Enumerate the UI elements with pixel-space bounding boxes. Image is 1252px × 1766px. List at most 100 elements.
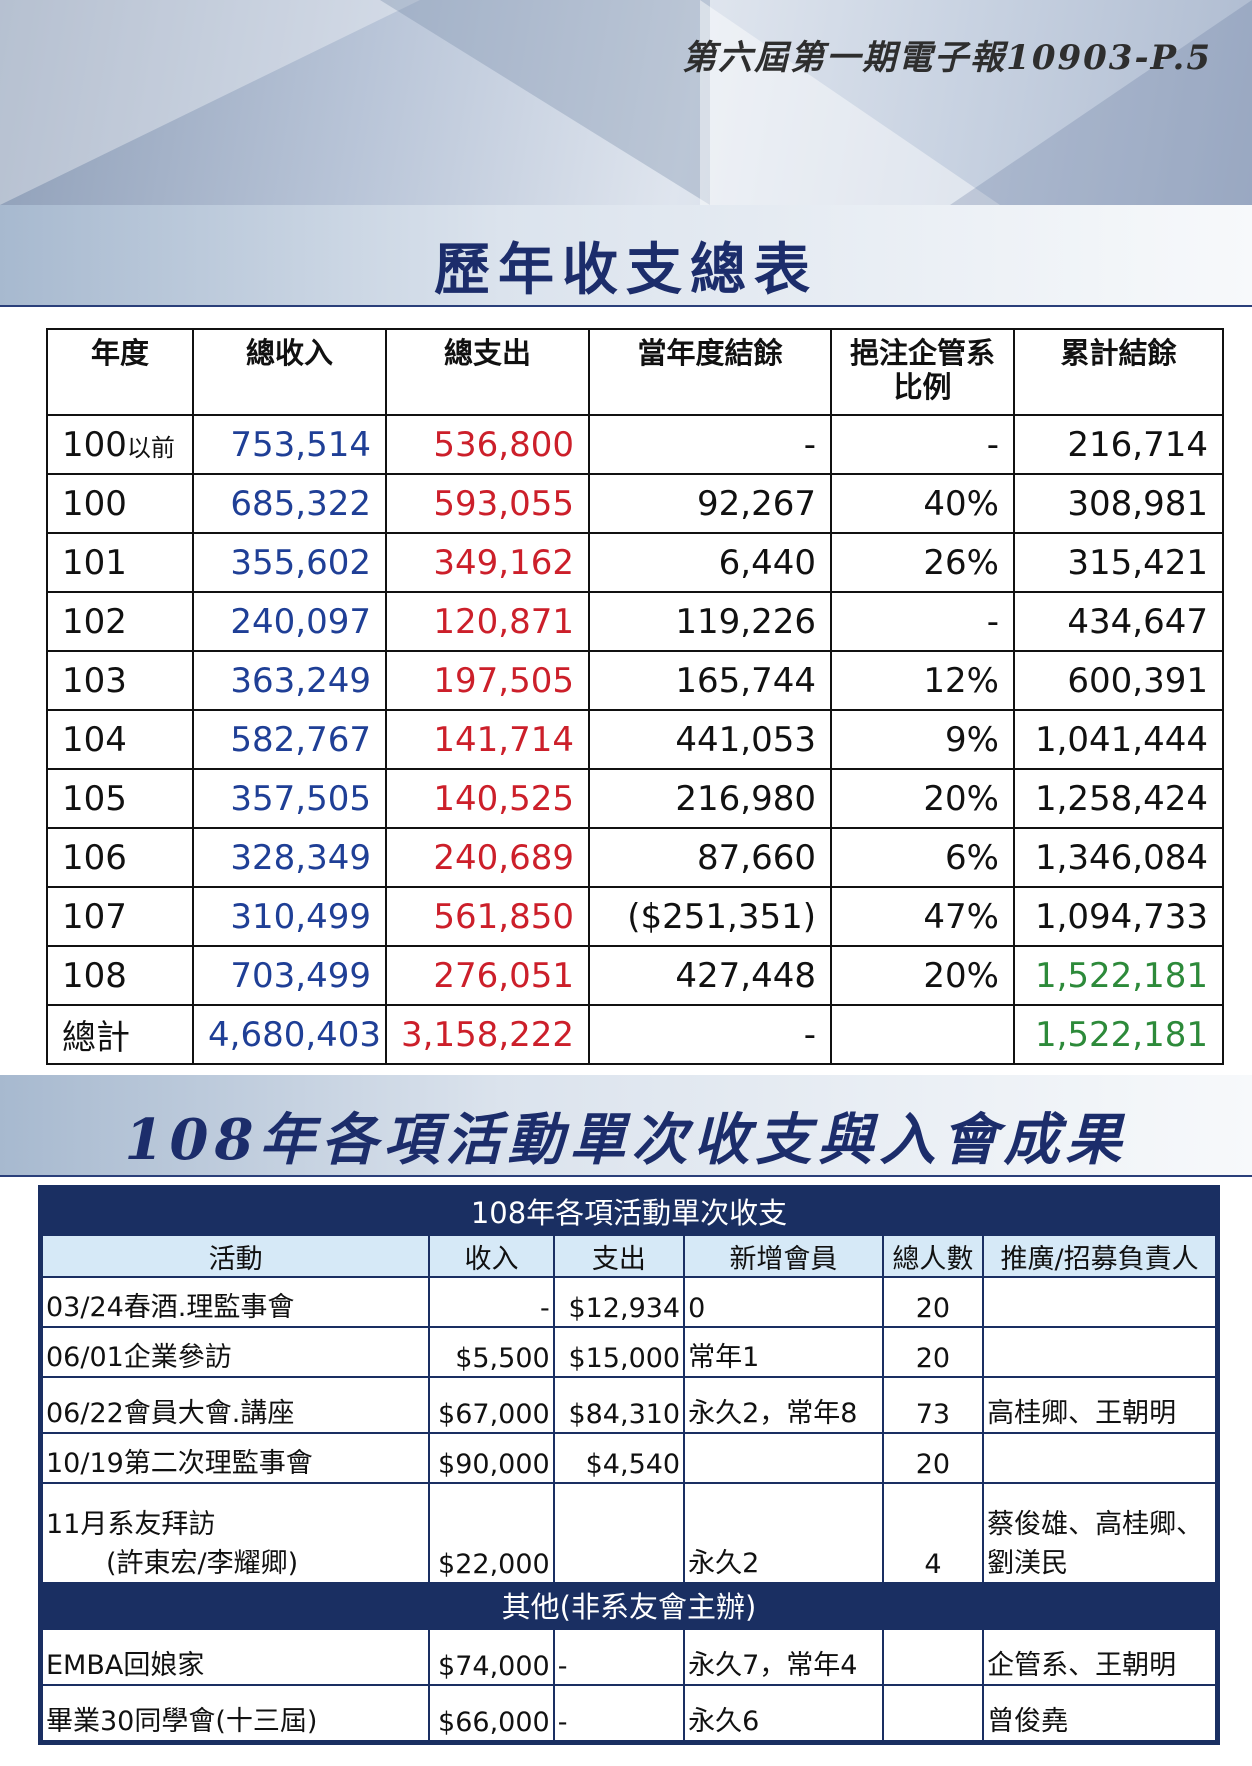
income-cell: 328,349 [192,827,387,888]
expense-cell: 141,714 [385,709,590,770]
year-cell: 101 [46,532,194,593]
total-people-cell: 4 [881,1482,985,1584]
annual-balance-cell: - [588,414,832,475]
income-cell: $66,000 [428,1684,555,1742]
table-row: 總計 4,680,403 3,158,222- 1,522,181 [46,1004,1224,1065]
table-row: 03/24春酒.理監事會 - $12,934 0 20 [40,1276,1217,1328]
table-subcaption: 其他(非系友會主辦) [41,1582,1217,1630]
expense-cell: $4,540 [552,1432,686,1484]
table-caption: 108年各項活動單次收支 [41,1188,1217,1236]
column-header: 總收入 [192,328,387,416]
annual-balance-cell: 216,980 [588,768,832,829]
expense-cell: 349,162 [385,532,590,593]
activity-cell: 03/24春酒.理監事會 [40,1276,431,1328]
cumulative-balance-cell: 315,421 [1013,532,1224,593]
total-people-cell: 20 [881,1432,985,1484]
ratio-cell [830,1004,1015,1065]
table-row: 107 310,499 561,850 ($251,351) 47% 1,094,733 [46,886,1224,947]
banner-facet [0,0,420,205]
year-cell: 102 [46,591,194,652]
cumulative-balance-cell: 1,258,424 [1013,768,1224,829]
table-row: 102 240,097 120,871 119,226-434,647 [46,591,1224,652]
income-cell: 240,097 [192,591,387,652]
year-label: 100 [62,483,127,524]
column-header: 新增會員 [683,1234,884,1278]
column-header: 活動 [40,1234,431,1278]
table-row: 104 582,767 141,714 441,053 9% 1,041,444 [46,709,1224,770]
ratio-cell: 47% [830,886,1015,947]
activity-name: 06/01企業參訪 [46,1342,232,1373]
annual-summary-table: 年度 總收入 總支出 當年度結餘 挹注企管系 比例 累計結餘 100以前 753,… [46,328,1224,1065]
total-people-cell: 20 [881,1326,985,1378]
income-cell: $5,500 [428,1326,555,1378]
income-cell: - [428,1276,555,1328]
ratio-cell: 12% [830,650,1015,711]
new-members-cell: 永久2，常年8 [683,1376,884,1434]
year-label: 105 [62,778,127,819]
expense-cell: 276,051 [385,945,590,1006]
expense-cell: $15,000 [552,1326,686,1378]
person-in-charge-cell: 曾俊堯 [982,1684,1217,1742]
table-row: 06/22會員大會.講座 $67,000 $84,310 永久2，常年8 73 高桂卿、王… [40,1376,1217,1434]
year-cell: 100以前 [46,414,194,475]
year-cell: 100 [46,473,194,534]
year-cell: 107 [46,886,194,947]
year-label: 104 [62,719,127,760]
issue-label: 第六屆第一期電子報10903-P.5 [682,38,1212,78]
table-row: 畢業30同學會(十三屆) $66,000- 永久6 曾俊堯 [40,1684,1217,1742]
activity-table-container: 108年各項活動單次收支 活動 收入 支出 新增會員 總人數 推廣/招募負責人 … [38,1185,1220,1745]
new-members-cell: 永久6 [683,1684,884,1742]
year-cell: 106 [46,827,194,888]
column-header: 總人數 [881,1234,985,1278]
cumulative-balance-cell: 1,041,444 [1013,709,1224,770]
activity-name: 11月系友拜訪 [46,1509,216,1540]
income-cell: 753,514 [192,414,387,475]
annual-balance-cell: 87,660 [588,827,832,888]
new-members-cell: 永久7，常年4 [683,1628,884,1686]
section-title: 歷年收支總表 [434,237,818,303]
banner-facet [380,0,710,205]
person-in-charge-cell [982,1432,1217,1484]
expense-cell: 140,525 [385,768,590,829]
column-header: 推廣/招募負責人 [982,1234,1217,1278]
cumulative-balance-cell: 1,094,733 [1013,886,1224,947]
total-people-cell [881,1684,985,1742]
table-row: 106 328,349 240,689 87,660 6% 1,346,084 [46,827,1224,888]
expense-cell: $84,310 [552,1376,686,1434]
table-header-row: 年度 總收入 總支出 當年度結餘 挹注企管系 比例 累計結餘 [46,328,1224,416]
expense-cell: - [552,1684,686,1742]
person-in-charge-cell: 企管系、王朝明 [982,1628,1217,1686]
column-header: 收入 [428,1234,555,1278]
table-row: 06/01企業參訪 $5,500 $15,000 常年1 20 [40,1326,1217,1378]
activity-name: 06/22會員大會.講座 [46,1398,295,1429]
person-in-charge-cell: 蔡俊雄、高桂卿、劉渼民 [982,1482,1217,1584]
annual-balance-cell: ($251,351) [588,886,832,947]
total-people-cell: 73 [881,1376,985,1434]
new-members-cell: 0 [683,1276,884,1328]
column-header: 總支出 [385,328,590,416]
income-cell: 363,249 [192,650,387,711]
year-cell: 108 [46,945,194,1006]
table-row: 100以前 753,514 536,800- -216,714 [46,414,1224,475]
table-row: 100 685,322 593,055 92,267 40% 308,981 [46,473,1224,534]
ratio-cell: 20% [830,768,1015,829]
expense-cell: $12,934 [552,1276,686,1328]
annual-balance-cell: 427,448 [588,945,832,1006]
column-header: 支出 [552,1234,686,1278]
ratio-cell: 26% [830,532,1015,593]
cumulative-balance-cell: 1,522,181 [1013,945,1224,1006]
cumulative-balance-cell: 216,714 [1013,414,1224,475]
annual-balance-cell: 92,267 [588,473,832,534]
annual-balance-cell: 165,744 [588,650,832,711]
year-suffix: 以前 [126,433,175,462]
banner-facet [950,0,1252,205]
ratio-cell: 9% [830,709,1015,770]
table-row: 108 703,499 276,051 427,448 20% 1,522,181 [46,945,1224,1006]
expense-cell: 197,505 [385,650,590,711]
income-cell: 357,505 [192,768,387,829]
activity-name: 10/19第二次理監事會 [46,1448,313,1479]
income-cell: 4,680,403 [192,1004,387,1065]
table-header-row: 活動 收入 支出 新增會員 總人數 推廣/招募負責人 [40,1234,1217,1278]
activity-note: (許東宏/李耀卿) [106,1548,299,1579]
table-row: 11月系友拜訪 (許東宏/李耀卿) $22,000 永久2 4 蔡俊雄、高桂卿、劉渼民 [40,1482,1217,1584]
